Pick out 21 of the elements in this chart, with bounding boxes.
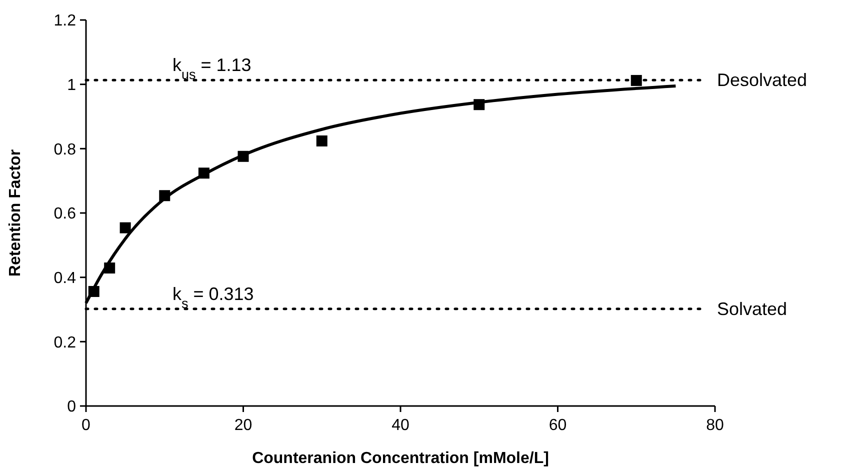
y-tick-label: 0.8 — [54, 141, 76, 158]
x-tick-label: 40 — [392, 417, 410, 434]
annotation: k$_{s}$ = 0.313 — [172, 284, 254, 310]
y-axis-title: Retention Factor — [7, 149, 24, 277]
ref-line-label: Desolvated — [717, 70, 808, 90]
x-tick-label: 0 — [82, 417, 91, 434]
x-tick-label: 60 — [548, 417, 567, 434]
point — [630, 74, 642, 86]
y-tick-label: 1 — [67, 76, 76, 94]
y-tick-label: 0.2 — [54, 334, 76, 352]
y-tick-label: 0.4 — [54, 270, 76, 287]
point — [120, 222, 131, 234]
x-tick-label: 20 — [234, 417, 252, 434]
ref-line-label: Solvated — [717, 298, 788, 319]
x-axis-title: Counteranion Concentration [mMole/L] — [252, 450, 549, 467]
y-tick-label: 0.6 — [54, 206, 76, 223]
annotation: k$_{us}$ = 1.13 — [172, 55, 252, 82]
y-tick-label: 0 — [67, 398, 76, 416]
y-tick-label: 1.2 — [54, 12, 76, 30]
point — [316, 135, 328, 146]
x-tick-label: 80 — [706, 417, 724, 434]
